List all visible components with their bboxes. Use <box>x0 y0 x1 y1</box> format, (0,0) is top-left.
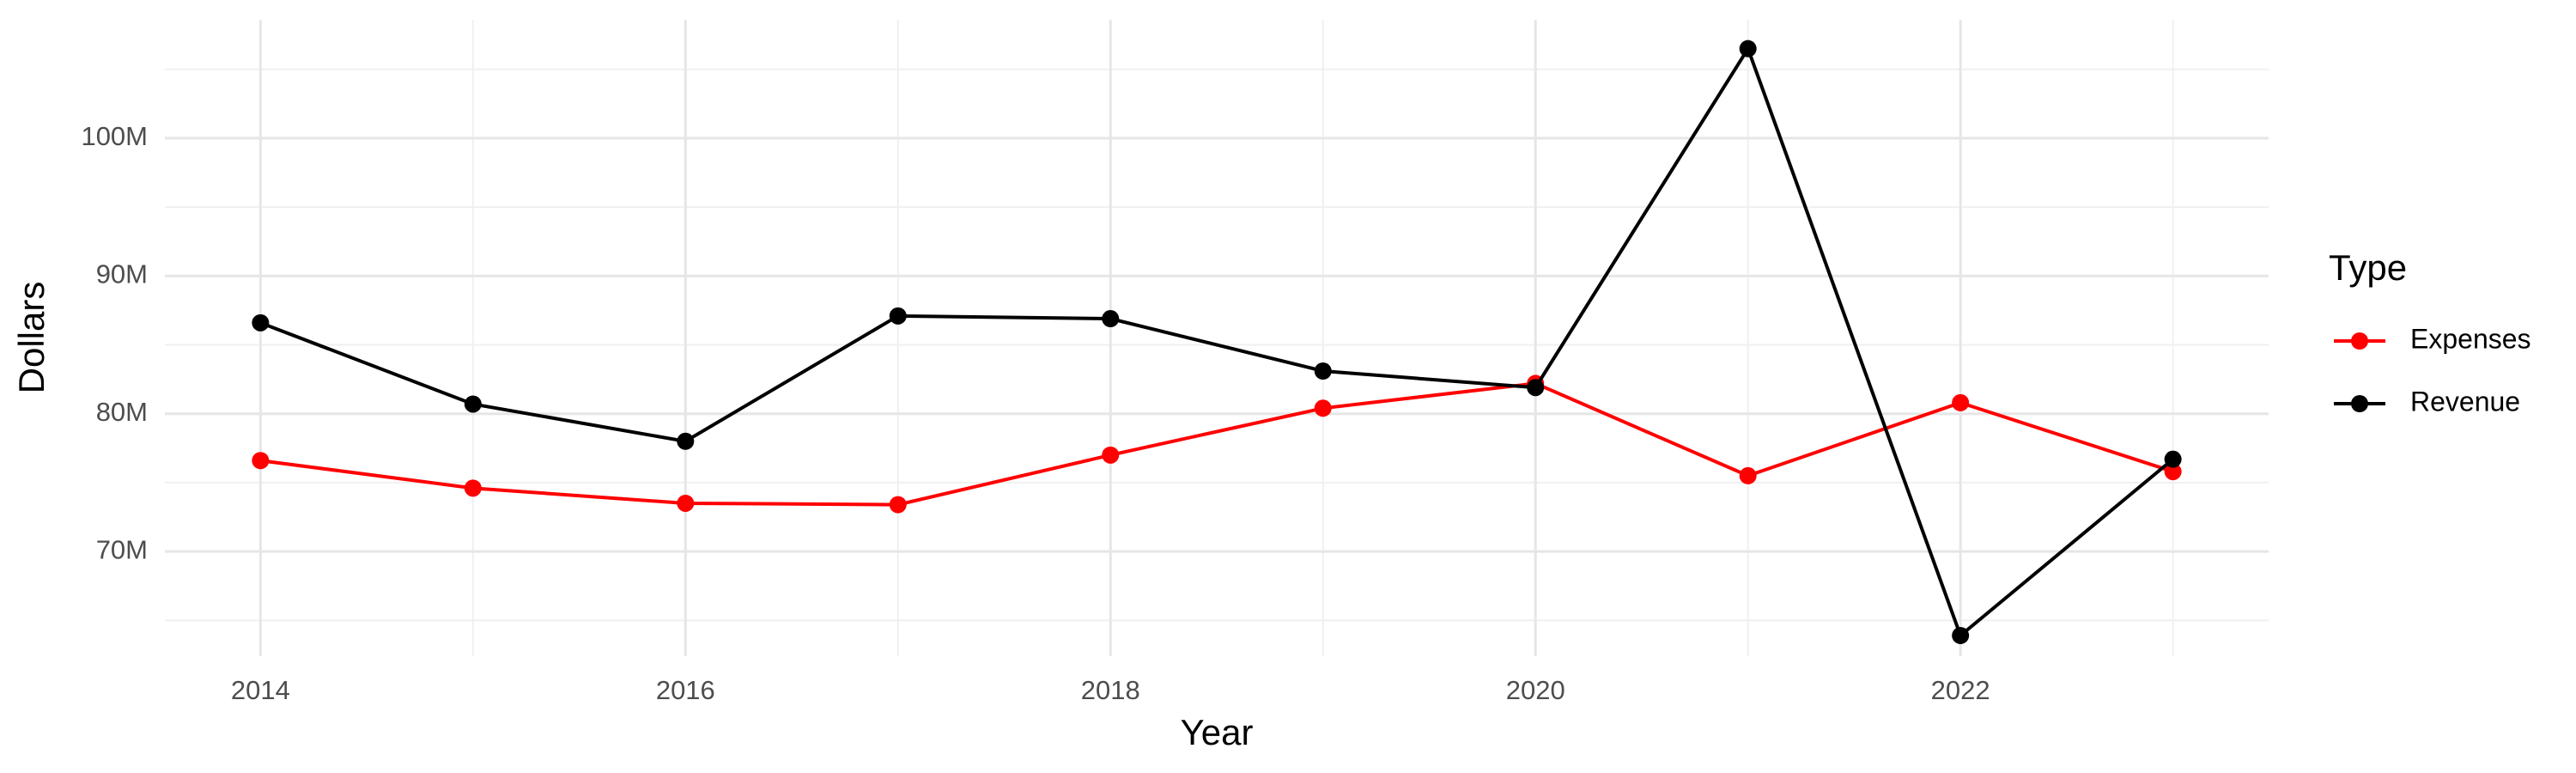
data-point <box>252 452 270 470</box>
x-tick-label: 2020 <box>1506 675 1565 705</box>
x-axis-title: Year <box>1181 712 1254 752</box>
x-tick-label: 2016 <box>656 675 715 705</box>
legend-point <box>2351 332 2368 350</box>
data-point <box>1739 40 1757 58</box>
data-point <box>889 496 907 514</box>
data-point <box>1314 399 1332 417</box>
y-axis-title: Dollars <box>11 282 52 394</box>
data-point <box>677 494 695 512</box>
y-tick-label: 90M <box>96 259 148 289</box>
legend-title: Type <box>2329 247 2407 288</box>
x-tick-label: 2022 <box>1931 675 1990 705</box>
x-tick-label: 2014 <box>231 675 290 705</box>
data-point <box>1739 466 1757 484</box>
y-tick-label: 100M <box>81 121 148 151</box>
data-point <box>464 395 482 413</box>
data-point <box>677 432 695 450</box>
data-point <box>889 307 907 325</box>
data-point <box>1102 446 1120 464</box>
data-point <box>2164 463 2182 481</box>
legend-label: Expenses <box>2410 323 2531 354</box>
series-line <box>259 45 2174 639</box>
data-point <box>1952 626 1970 644</box>
data-point <box>252 313 270 332</box>
legend-label: Revenue <box>2410 386 2520 417</box>
legend-point <box>2351 395 2368 412</box>
data-point <box>464 479 482 497</box>
data-point <box>1314 362 1332 380</box>
data-point <box>2164 450 2182 468</box>
x-tick-label: 2018 <box>1081 675 1140 705</box>
series-line <box>260 381 2174 507</box>
y-tick-label: 80M <box>96 397 148 427</box>
data-point <box>1952 393 1970 411</box>
data-point <box>1527 379 1545 397</box>
y-tick-label: 70M <box>96 534 148 564</box>
data-point <box>1102 310 1120 328</box>
